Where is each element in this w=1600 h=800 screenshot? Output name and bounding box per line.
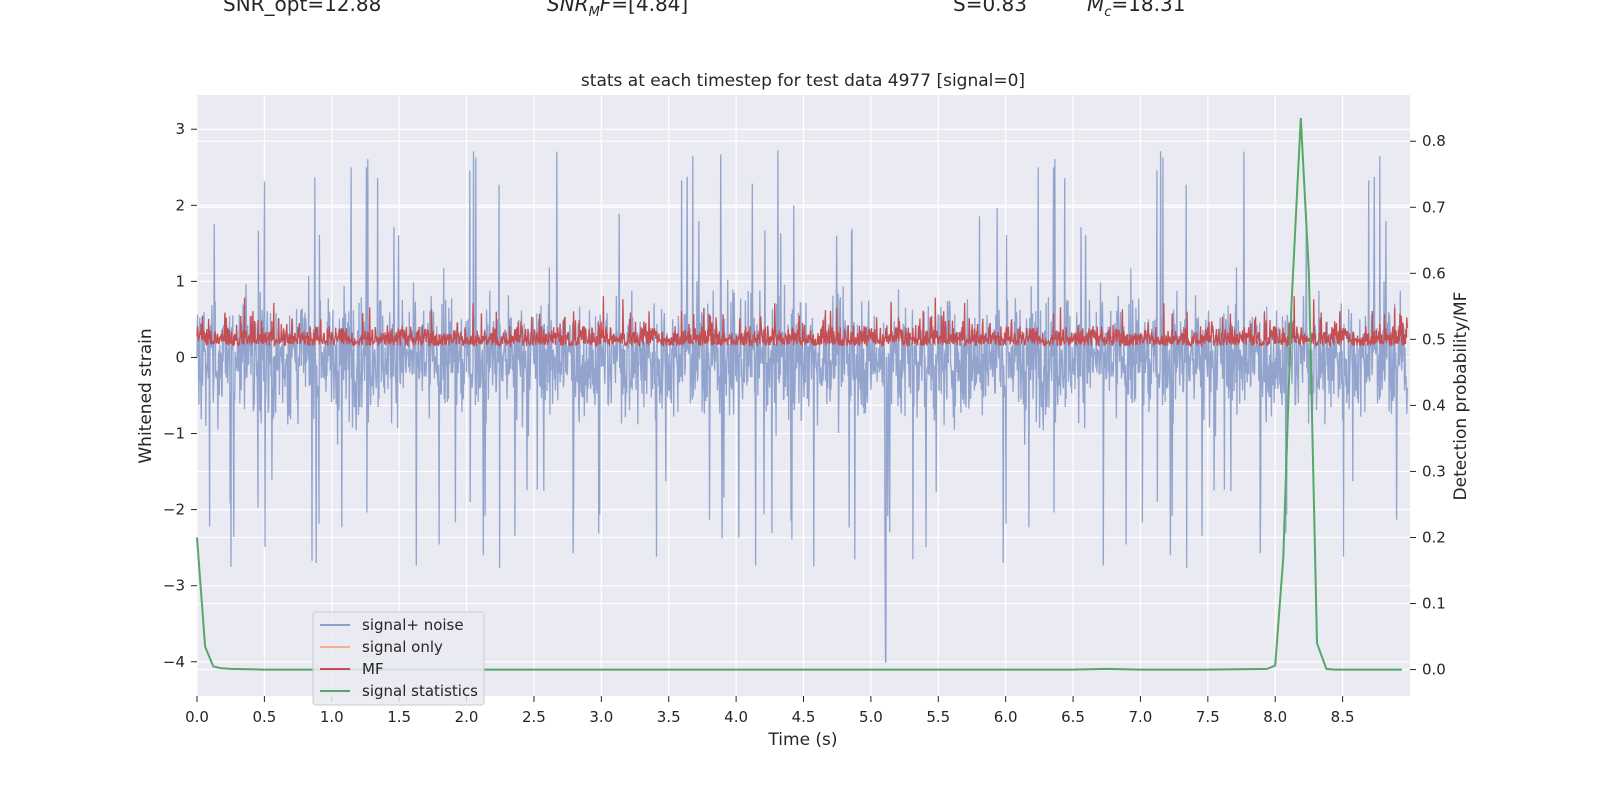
y-left-tick-label: −3	[163, 577, 185, 595]
y-right-tick-label: 0.4	[1422, 396, 1446, 414]
y-right-tick-label: 0.2	[1422, 528, 1446, 546]
y-right-tick-label: 0.6	[1422, 264, 1446, 282]
x-tick-label: 2.5	[522, 708, 546, 726]
y-right-tick-label: 0.8	[1422, 132, 1446, 150]
s-value-label: S=0.83	[953, 0, 1027, 16]
x-tick-label: 8.0	[1263, 708, 1287, 726]
x-axis-ticks: 0.0 0.5 1.0 1.5 2.0 2.5 3.0 3.5 4.0 4.5 5.0 5.5 6.0 6…	[185, 696, 1355, 726]
plot-series	[196, 118, 1408, 671]
y-right-tick-label: 0.1	[1422, 595, 1446, 613]
x-tick-label: 4.0	[724, 708, 748, 726]
y-axis-right-ticks: 0.8 0.7 0.6 0.5 0.4 0.3 0.2 0.1 0.0	[1410, 132, 1446, 679]
x-axis-label: Time (s)	[767, 730, 837, 750]
y-axis-left-ticks: 3 2 1 0 −1 −2 −3 −4	[163, 120, 197, 671]
legend: signal+ noise signal only MF signal stat…	[312, 611, 485, 706]
x-tick-label: 5.5	[926, 708, 950, 726]
y-left-tick-label: 3	[175, 120, 185, 138]
x-tick-label: 2.0	[455, 708, 479, 726]
x-tick-label: 6.0	[994, 708, 1018, 726]
x-tick-label: 1.0	[320, 708, 344, 726]
y-axis-right-label: Detection probability/MF	[1451, 292, 1471, 501]
x-tick-label: 1.5	[387, 708, 411, 726]
y-axis-left-label: Whitened strain	[136, 328, 156, 463]
legend-label-mf: MF	[362, 660, 384, 678]
snr-mf-label: SNRMF=[4.84]	[547, 0, 689, 20]
legend-label-signal-noise: signal+ noise	[362, 616, 464, 634]
legend-label-signal-only: signal only	[362, 638, 443, 656]
x-tick-label: 5.0	[859, 708, 883, 726]
x-tick-label: 6.5	[1061, 708, 1085, 726]
series-line-signal-statistics	[196, 118, 1402, 671]
y-left-tick-label: 0	[175, 348, 185, 366]
x-tick-label: 3.5	[657, 708, 681, 726]
y-left-tick-label: 2	[175, 196, 185, 214]
x-tick-label: 7.5	[1196, 708, 1220, 726]
x-tick-label: 3.0	[589, 708, 613, 726]
x-tick-label: 0.5	[252, 708, 276, 726]
chart-title: stats at each timestep for test data 497…	[581, 71, 1025, 91]
grid-lines	[196, 95, 1410, 696]
x-tick-label: 8.5	[1331, 708, 1355, 726]
y-left-tick-label: 1	[175, 272, 185, 290]
legend-box	[312, 611, 485, 706]
x-tick-label: 7.0	[1129, 708, 1153, 726]
series-line-mf	[196, 296, 1408, 349]
series-mf	[196, 296, 1408, 349]
mc-label: Mc=18.31	[1087, 0, 1186, 20]
x-tick-label: 0.0	[185, 708, 209, 726]
legend-label-signal-statistics: signal statistics	[362, 682, 478, 700]
y-left-tick-label: −2	[163, 501, 185, 519]
x-tick-label: 4.5	[792, 708, 816, 726]
y-right-tick-label: 0.5	[1422, 330, 1446, 348]
y-right-tick-label: 0.3	[1422, 462, 1446, 480]
y-left-tick-label: −1	[163, 425, 185, 443]
series-signal-statistics	[196, 118, 1402, 671]
y-right-tick-label: 0.7	[1422, 198, 1446, 216]
y-left-tick-label: −4	[163, 653, 185, 671]
snr-opt-label: SNR_opt=12.88	[223, 0, 382, 16]
y-right-tick-label: 0.0	[1422, 661, 1446, 679]
